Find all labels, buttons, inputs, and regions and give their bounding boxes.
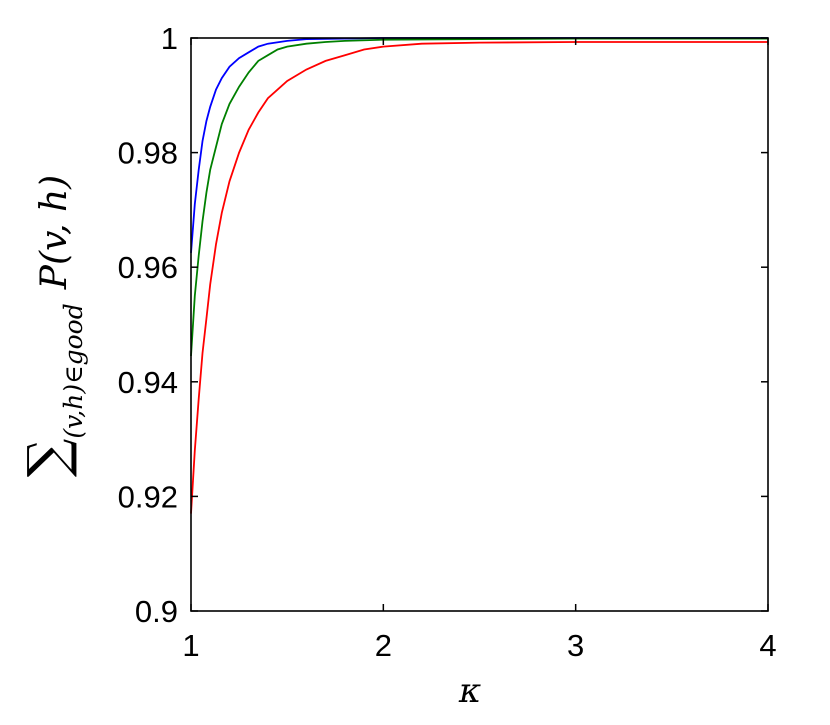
series-layer bbox=[190, 37, 768, 514]
y-axis-label: ∑(v,h)∈good P(v, h) bbox=[16, 175, 88, 477]
y-tick-label: 1 bbox=[161, 21, 178, 56]
y-tick-label: 0.92 bbox=[118, 479, 178, 514]
x-axis-label: κ bbox=[458, 671, 481, 711]
y-tick-label: 0.98 bbox=[118, 136, 178, 171]
y-tick-label: 0.9 bbox=[135, 594, 178, 629]
y-tick-label: 0.94 bbox=[118, 365, 178, 400]
series-line-2 bbox=[190, 37, 768, 357]
y-axis-label-subscript: (v,h)∈good bbox=[59, 303, 88, 438]
plot-frame bbox=[190, 37, 769, 612]
svg-text:∑(v,h)∈goodP(v, h): ∑(v,h)∈good P(v, h) bbox=[16, 175, 88, 477]
x-tick-label: 4 bbox=[759, 628, 776, 663]
series-line-3 bbox=[190, 41, 768, 514]
series-line-1 bbox=[190, 37, 768, 253]
y-axis-label-term: P(v, h) bbox=[34, 175, 75, 290]
y-axis-label-sum: ∑ bbox=[16, 439, 79, 478]
ticks-layer: 1 2 3 4 0.9 0.92 0.94 0.96 0.98 1 bbox=[118, 21, 777, 663]
plot-background bbox=[191, 38, 768, 611]
x-tick-label: 1 bbox=[182, 628, 199, 663]
x-tick-label: 2 bbox=[375, 628, 392, 663]
x-tick-label: 3 bbox=[567, 628, 584, 663]
y-tick-label: 0.96 bbox=[118, 250, 178, 285]
